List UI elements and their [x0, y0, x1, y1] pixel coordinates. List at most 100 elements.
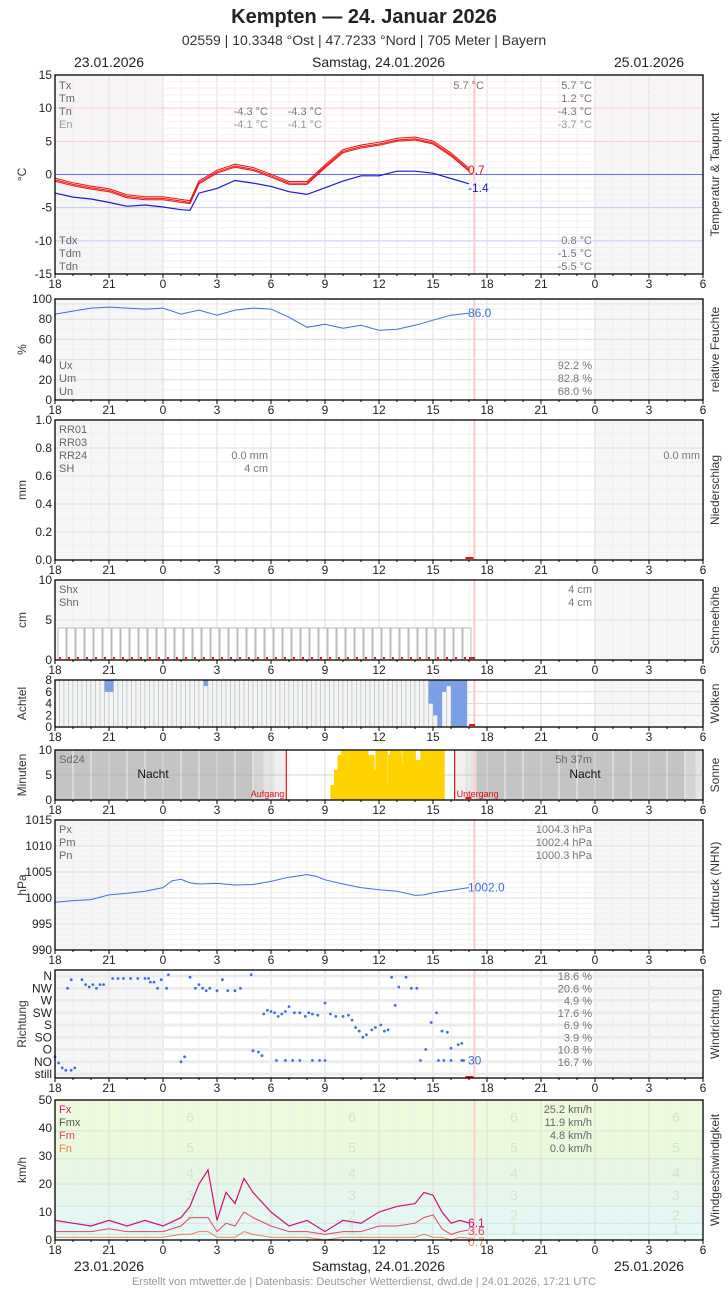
stat-text: 4.8 km/h	[550, 1130, 592, 1142]
x-tick-label: 15	[426, 953, 440, 967]
beaufort-label: 4	[348, 1165, 356, 1181]
y-axis-label: hPa	[15, 874, 29, 896]
dewpoint-line	[54, 170, 470, 211]
x-tick-label: 21	[102, 1243, 116, 1257]
y-tick-label: 10	[39, 101, 53, 115]
cloud-bar	[410, 679, 416, 728]
y-tick-label: 30	[39, 1149, 53, 1163]
x-tick-label: 3	[214, 663, 221, 677]
sun-bar	[398, 755, 403, 800]
stat-label: Pn	[59, 850, 72, 862]
cloud-bar	[392, 679, 398, 728]
cloud-bar	[329, 679, 335, 728]
beaufort-label: 2	[186, 1207, 194, 1223]
stat-label: Tdm	[59, 248, 81, 260]
panel-title: Niederschlag	[708, 455, 722, 525]
direction-point	[361, 1035, 365, 1039]
direction-point	[257, 1050, 260, 1054]
y-axis-label: Minuten	[15, 754, 29, 797]
x-tick-label: 3	[214, 803, 221, 817]
direction-point	[201, 986, 205, 990]
stat-text: 6.9 %	[564, 1020, 592, 1032]
stat-label: Sd24	[59, 754, 85, 766]
direction-point	[347, 1013, 350, 1017]
direction-point	[251, 1049, 255, 1053]
x-tick-label: 18	[48, 403, 62, 417]
snow-bar	[57, 627, 67, 661]
pressure-line	[54, 874, 470, 903]
beaufort-label: 1	[672, 1221, 680, 1237]
snow-bar	[237, 627, 247, 661]
x-tick-label: 21	[534, 563, 548, 577]
cloud-bar	[221, 679, 227, 728]
direction-point	[410, 986, 413, 990]
stat-text: 1002.4 hPa	[536, 837, 593, 849]
sun-bar	[416, 760, 421, 800]
cloud-bar	[351, 679, 357, 728]
x-tick-label: 21	[102, 277, 116, 291]
cloud-bar	[446, 685, 452, 728]
x-tick-label: 15	[426, 803, 440, 817]
stat-text: 16.7 %	[558, 1057, 592, 1069]
x-tick-label: 18	[48, 730, 62, 744]
direction-point	[136, 977, 140, 980]
snow-bar	[120, 627, 130, 661]
snow-bar	[291, 627, 301, 661]
y-tick-label: SW	[33, 1006, 53, 1020]
stat-text: 0.0 mm	[231, 450, 268, 462]
wind-min-line	[55, 1231, 470, 1241]
direction-point	[260, 1054, 264, 1057]
x-tick-label: 0	[592, 663, 599, 677]
x-tick-label: 9	[322, 803, 329, 817]
sun-bar	[371, 770, 376, 800]
x-tick-label: 9	[322, 1081, 329, 1095]
sun-bar	[337, 755, 341, 800]
stat-text: 0.0 km/h	[550, 1143, 592, 1155]
sun-duration: 5h 37m	[555, 754, 592, 766]
x-tick-label: 0	[592, 277, 599, 291]
snow-bar	[444, 627, 454, 661]
cloud-bar	[189, 679, 195, 728]
sun-bar	[409, 750, 413, 800]
x-tick-label: 15	[426, 663, 440, 677]
direction-point	[424, 1048, 428, 1051]
direction-point	[383, 1029, 386, 1033]
station-info: 02559 | 10.3348 °Ost | 47.7233 °Nord | 7…	[181, 32, 547, 48]
sun-bar	[395, 750, 399, 800]
stat-text: 5.7 °C	[453, 80, 484, 92]
direction-point	[291, 1059, 294, 1062]
snow-bar	[399, 627, 409, 661]
direction-point	[379, 1023, 383, 1027]
cloud-bar	[117, 679, 123, 728]
stat-text: 1.2 °C	[561, 93, 592, 105]
cloud-bar	[126, 679, 132, 728]
direction-point	[73, 1066, 77, 1070]
y-tick-label: 1015	[25, 813, 52, 827]
y-tick-label: 40	[39, 1121, 53, 1135]
x-tick-label: 21	[102, 953, 116, 967]
sun-bar	[381, 750, 385, 800]
direction-point	[179, 1060, 183, 1064]
x-tick-label: 6	[268, 953, 275, 967]
y-tick-label: 10	[39, 573, 53, 587]
x-tick-label: 21	[534, 403, 548, 417]
y-tick-label: 0	[45, 1233, 52, 1247]
direction-point	[239, 986, 242, 990]
direction-point	[303, 1015, 307, 1018]
stat-label: Tm	[59, 93, 75, 105]
stat-label: Ux	[59, 360, 73, 372]
sun-bar	[373, 770, 377, 800]
x-tick-label: 6	[700, 803, 707, 817]
x-tick-label: 18	[480, 1081, 494, 1095]
stat-text: 17.6 %	[558, 1008, 592, 1020]
y-axis-label: %	[15, 344, 29, 355]
cloud-bar	[288, 679, 294, 728]
sun-bar	[330, 785, 334, 800]
beaufort-label: 4	[510, 1165, 518, 1181]
cloud-bar	[86, 679, 92, 728]
direction-point	[276, 1015, 280, 1018]
direction-point	[273, 1011, 276, 1015]
